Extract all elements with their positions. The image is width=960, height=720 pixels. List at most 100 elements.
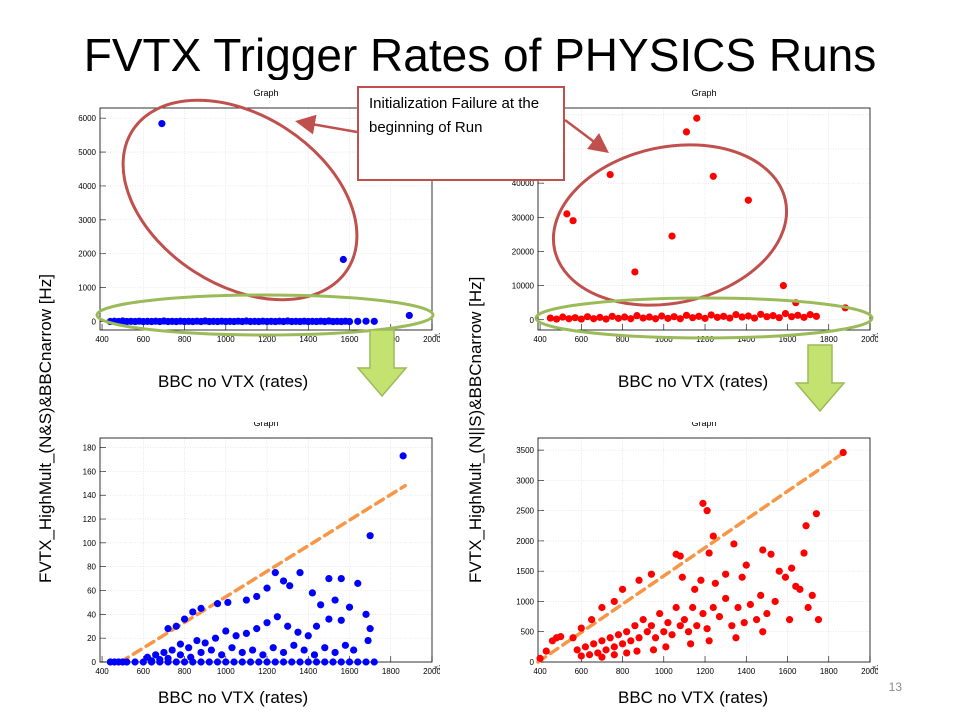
data-point xyxy=(705,549,713,557)
data-point xyxy=(645,313,653,321)
y-tick-label: 160 xyxy=(83,467,97,476)
data-point xyxy=(559,313,567,321)
data-point xyxy=(577,624,585,632)
callout-box: Initialization Failure at the beginning … xyxy=(357,86,565,181)
data-point xyxy=(160,648,168,657)
x-caption-top-right: BBC no VTX (rates) xyxy=(618,372,769,391)
x-tick-label: 1000 xyxy=(217,667,235,676)
data-point xyxy=(796,585,804,593)
x-tick-label: 1200 xyxy=(258,667,276,676)
data-point xyxy=(197,648,205,657)
data-point xyxy=(802,522,810,530)
data-point xyxy=(602,315,610,323)
data-point xyxy=(197,658,205,666)
data-point xyxy=(738,313,746,321)
data-point xyxy=(699,609,707,618)
data-point xyxy=(651,634,660,642)
data-point xyxy=(321,644,329,652)
data-point xyxy=(649,646,658,654)
data-point xyxy=(660,628,668,636)
data-point xyxy=(201,639,209,647)
chart-title: Graph xyxy=(253,422,278,428)
data-point xyxy=(296,569,304,577)
data-point xyxy=(211,634,220,642)
data-point xyxy=(238,648,246,657)
data-point xyxy=(180,615,189,623)
data-point xyxy=(296,658,304,666)
data-point xyxy=(310,651,319,659)
data-point xyxy=(808,591,816,600)
x-tick-label: 800 xyxy=(616,335,630,344)
data-point xyxy=(680,616,689,624)
data-point xyxy=(664,314,672,322)
data-point xyxy=(222,658,230,666)
data-point xyxy=(207,646,215,654)
x-multiplier: ×10³ xyxy=(434,665,440,672)
x-tick-label: 1400 xyxy=(737,335,755,344)
data-point xyxy=(573,646,581,654)
data-point xyxy=(308,589,316,597)
data-point xyxy=(689,603,697,612)
data-point xyxy=(286,582,294,590)
data-point xyxy=(785,616,794,624)
data-point xyxy=(224,598,232,607)
x-multiplier: ×10³ xyxy=(872,665,878,672)
chart-background xyxy=(478,422,878,677)
data-point xyxy=(627,637,635,645)
data-point xyxy=(709,603,717,612)
x-tick-label: 1200 xyxy=(696,335,714,344)
y-tick-label: 100 xyxy=(83,539,97,548)
data-point xyxy=(156,658,164,666)
data-point xyxy=(722,594,730,603)
x-tick-label: 1400 xyxy=(299,335,317,344)
x-tick-label: 1600 xyxy=(779,667,797,676)
data-point xyxy=(623,628,631,636)
data-point xyxy=(213,658,222,666)
x-multiplier: ×10³ xyxy=(872,333,878,340)
data-point xyxy=(618,640,627,648)
data-point xyxy=(643,628,651,636)
x-tick-label: 600 xyxy=(137,335,151,344)
data-point xyxy=(238,658,246,666)
data-point xyxy=(230,658,238,666)
data-point xyxy=(734,603,742,612)
data-point xyxy=(738,573,746,581)
data-point xyxy=(621,313,629,321)
data-point xyxy=(339,255,347,264)
data-point xyxy=(354,658,362,666)
y-tick-label: 1500 xyxy=(516,567,534,576)
x-caption-bottom-right: BBC no VTX (rates) xyxy=(618,688,769,707)
x-tick-label: 1800 xyxy=(382,335,400,344)
x-tick-label: 2000 xyxy=(423,335,440,344)
data-point xyxy=(618,585,627,593)
data-point xyxy=(569,634,577,642)
data-point xyxy=(800,549,808,557)
data-point xyxy=(744,312,752,320)
data-point xyxy=(606,171,614,179)
x-tick-label: 1400 xyxy=(737,667,755,676)
data-point xyxy=(775,567,783,575)
data-point xyxy=(647,570,656,578)
data-point xyxy=(664,619,672,627)
trend-line xyxy=(536,451,845,664)
data-point xyxy=(633,312,641,320)
y-tick-label: 0 xyxy=(530,316,535,325)
data-point xyxy=(691,585,699,593)
data-point xyxy=(596,313,604,321)
data-point xyxy=(300,646,308,654)
y-label-right: FVTX_HighMult_(N||S)&BBCnarrow [Hz] xyxy=(466,276,485,583)
x-caption-bottom-left: BBC no VTX (rates) xyxy=(158,688,309,707)
data-point xyxy=(701,314,709,322)
data-point xyxy=(631,268,639,276)
data-point xyxy=(164,625,172,633)
data-point xyxy=(242,596,251,604)
data-point xyxy=(614,314,623,322)
data-point xyxy=(695,312,703,320)
data-point xyxy=(577,315,585,323)
x-multiplier: ×10³ xyxy=(434,333,440,340)
data-point xyxy=(752,616,761,624)
data-point xyxy=(647,622,656,630)
data-point xyxy=(271,569,279,577)
data-point xyxy=(290,641,298,649)
data-point xyxy=(131,658,139,666)
